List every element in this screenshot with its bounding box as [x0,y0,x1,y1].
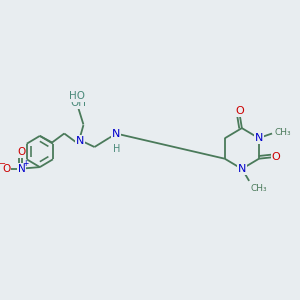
Text: +: + [22,159,28,168]
Text: O: O [17,147,26,157]
Text: O: O [272,152,280,162]
Text: O: O [235,106,244,116]
Text: CH₃: CH₃ [274,128,291,137]
Text: CH₃: CH₃ [251,184,268,193]
Text: HO: HO [69,92,85,101]
Text: −: − [0,159,5,168]
Text: N: N [18,164,26,174]
Text: N: N [112,129,121,140]
Text: N: N [76,136,84,146]
Text: N: N [238,164,246,174]
Text: N: N [255,133,263,143]
Text: O: O [2,164,11,174]
Text: H: H [113,144,121,154]
Text: OH: OH [70,98,86,109]
